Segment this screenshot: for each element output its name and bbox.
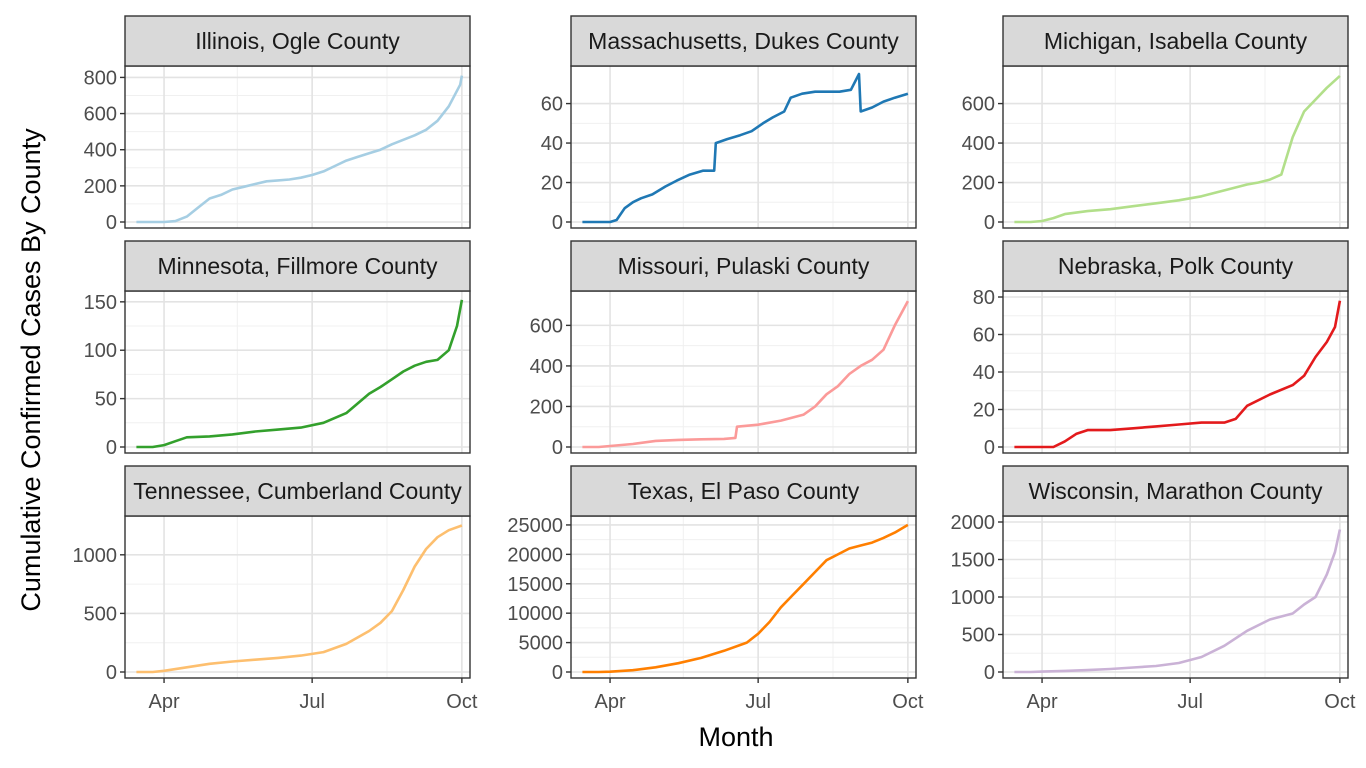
y-tick-label: 0	[984, 437, 995, 459]
y-axis-title: Cumulative Confirmed Cases By County	[16, 128, 46, 612]
y-tick-label: 0	[984, 212, 995, 234]
panel-nebraska-polk-county: Nebraska, Polk County 0 20 40 60 80	[973, 240, 1349, 459]
y-tick-label: 15000	[507, 574, 563, 596]
panel-wisconsin-marathon-county: Wisconsin, Marathon County 0 500 1000 1500 20…	[951, 465, 1356, 713]
panel-massachusetts-dukes-county: Massachusetts, Dukes County 0 20 40 60	[541, 15, 917, 234]
strip-label: Wisconsin, Marathon County	[1028, 478, 1323, 504]
y-tick-label: 10000	[507, 603, 563, 625]
panel-minnesota-fillmore-county: Minnesota, Fillmore County 0 50 100 150	[84, 240, 471, 459]
strip-header	[124, 465, 471, 517]
y-tick-label: 200	[530, 396, 563, 418]
y-tick-label: 25000	[507, 515, 563, 537]
strip-label: Minnesota, Fillmore County	[158, 253, 438, 279]
series-line-tennessee-cumberland-county	[136, 524, 463, 674]
y-tick-label: 0	[552, 212, 563, 234]
y-tick-label: 500	[962, 625, 995, 647]
y-tick-label: 1000	[73, 545, 118, 567]
strip-label: Illinois, Ogle County	[195, 28, 400, 54]
y-tick-label: 50	[95, 389, 117, 411]
series-line-michigan-isabella-county	[1014, 74, 1341, 224]
panel-background	[571, 516, 916, 678]
series-line-texas-el-paso-county	[582, 523, 909, 674]
y-tick-label: 400	[84, 140, 117, 162]
strip-header	[1002, 240, 1349, 292]
y-tick-label: 20	[541, 173, 563, 195]
strip-header	[570, 15, 917, 67]
panel-missouri-pulaski-county: Missouri, Pulaski County 0 200 400 600	[530, 240, 917, 459]
series-line-illinois-ogle-county	[136, 75, 464, 224]
strip-label: Texas, El Paso County	[628, 478, 860, 504]
facet-panels: Illinois, Ogle County0200400600800Massac…	[73, 15, 1356, 713]
x-tick-label: Apr	[1026, 691, 1057, 713]
panel-background	[571, 66, 916, 228]
y-tick-label: 400	[962, 133, 995, 155]
strip-label: Nebraska, Polk County	[1058, 253, 1294, 279]
y-tick-label: 60	[541, 94, 563, 116]
x-axis-title: Month	[698, 722, 773, 752]
y-tick-label: 0	[106, 662, 117, 684]
panel-background	[571, 291, 916, 453]
x-tick-label: Apr	[594, 691, 625, 713]
y-tick-label: 60	[973, 325, 995, 347]
x-tick-label: Apr	[148, 691, 179, 713]
panel-background	[1003, 66, 1348, 228]
y-tick-label: 40	[541, 133, 563, 155]
y-tick-label: 0	[552, 437, 563, 459]
y-tick-label: 600	[530, 315, 563, 337]
strip-label: Tennessee, Cumberland County	[133, 478, 462, 504]
x-tick-label: Jul	[1177, 691, 1203, 713]
y-tick-label: 0	[552, 662, 563, 684]
y-tick-label: 100	[84, 340, 117, 362]
series-line-minnesota-fillmore-county	[136, 299, 464, 449]
strip-label: Massachusetts, Dukes County	[588, 28, 899, 54]
y-tick-label: 1500	[951, 550, 996, 572]
y-tick-label: 40	[973, 362, 995, 384]
y-tick-label: 0	[984, 662, 995, 684]
y-tick-label: 0	[106, 212, 117, 234]
panel-background	[125, 66, 470, 228]
x-tick-label: Jul	[299, 691, 325, 713]
y-tick-label: 600	[962, 94, 995, 116]
panel-background	[125, 291, 470, 453]
y-tick-label: 80	[973, 287, 995, 309]
strip-header	[124, 240, 471, 292]
panel-tennessee-cumberland-county: Tennessee, Cumberland County 0 500 1000 Apr J…	[73, 465, 478, 713]
y-tick-label: 5000	[519, 633, 564, 655]
y-tick-label: 500	[84, 603, 117, 625]
y-tick-label: 2000	[951, 512, 996, 534]
y-tick-label: 600	[84, 104, 117, 126]
x-tick-label: Oct	[892, 691, 924, 713]
y-tick-label: 800	[84, 67, 117, 89]
strip-label: Michigan, Isabella County	[1044, 28, 1308, 54]
y-tick-label: 20	[973, 400, 995, 422]
strip-header	[570, 465, 917, 517]
strip-label: Missouri, Pulaski County	[618, 253, 870, 279]
y-tick-label: 1000	[951, 587, 996, 609]
y-tick-label: 200	[962, 173, 995, 195]
panel-michigan-isabella-county: Michigan, Isabella County 0 200 400 600	[962, 15, 1349, 234]
panel-texas-el-paso-county: Texas, El Paso County 0 5000 10000 15000 2000…	[507, 465, 924, 713]
x-tick-label: Jul	[745, 691, 771, 713]
panel-illinois-ogle-county: Illinois, Ogle County 0 200 400 600 800	[84, 15, 471, 234]
series-line-missouri-pulaski-county	[582, 300, 910, 449]
y-tick-label: 150	[84, 292, 117, 314]
series-line-massachusetts-dukes-county	[582, 72, 909, 224]
panel-background	[125, 516, 470, 678]
strip-header	[1002, 465, 1349, 517]
strip-header	[1002, 15, 1349, 67]
y-tick-label: 20000	[507, 544, 563, 566]
y-tick-label: 0	[106, 437, 117, 459]
x-tick-label: Oct	[446, 691, 478, 713]
series-line-wisconsin-marathon-county	[1014, 529, 1342, 674]
y-tick-label: 400	[530, 356, 563, 378]
y-tick-label: 200	[84, 176, 117, 198]
x-tick-label: Oct	[1324, 691, 1356, 713]
strip-header	[124, 15, 471, 67]
series-line-nebraska-polk-county	[1014, 300, 1342, 449]
strip-header	[570, 240, 917, 292]
